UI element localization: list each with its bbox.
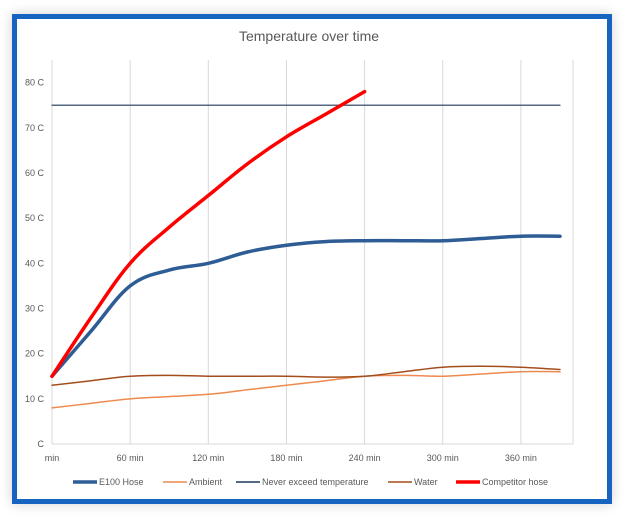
y-tick-label: 40 C [25,258,45,268]
x-tick-label: 60 min [117,453,144,463]
series-lines [50,89,562,409]
y-tick-label: 60 C [25,168,45,178]
y-tick-label: 80 C [25,78,45,88]
series-line-e100-hose [50,234,562,378]
series-line-competitor-hose [50,89,367,378]
y-tick-label: 20 C [25,349,45,359]
y-tick-label: 10 C [25,394,45,404]
axis-tick-labels: C 10 C 20 C 30 C 40 C 50 C 60 C 70 C 80 C min 60 m… [25,78,537,463]
y-tick-label: 70 C [25,123,45,133]
x-tick-label: 120 min [192,453,224,463]
y-tick-label: C [38,439,45,449]
x-tick-label: 240 min [349,453,381,463]
legend: E100 Hose Ambient Never exceed temperature… [73,477,548,487]
series-line-ambient [51,370,561,409]
legend-label-water: Water [414,477,438,487]
series-line-water [51,365,561,387]
y-tick-label: 50 C [25,213,45,223]
chart-title: Temperature over time [239,28,379,44]
legend-label-never-exceed-temperature: Never exceed temperature [262,477,369,487]
legend-label-ambient: Ambient [189,477,223,487]
grid-lines [51,60,574,445]
chart-frame [12,14,612,504]
x-tick-label: min [45,453,60,463]
x-tick-label: 180 min [270,453,302,463]
x-tick-label: 300 min [427,453,459,463]
legend-label-competitor-hose: Competitor hose [482,477,548,487]
y-tick-label: 30 C [25,303,45,313]
x-tick-label: 360 min [505,453,537,463]
legend-label-e100-hose: E100 Hose [99,477,144,487]
